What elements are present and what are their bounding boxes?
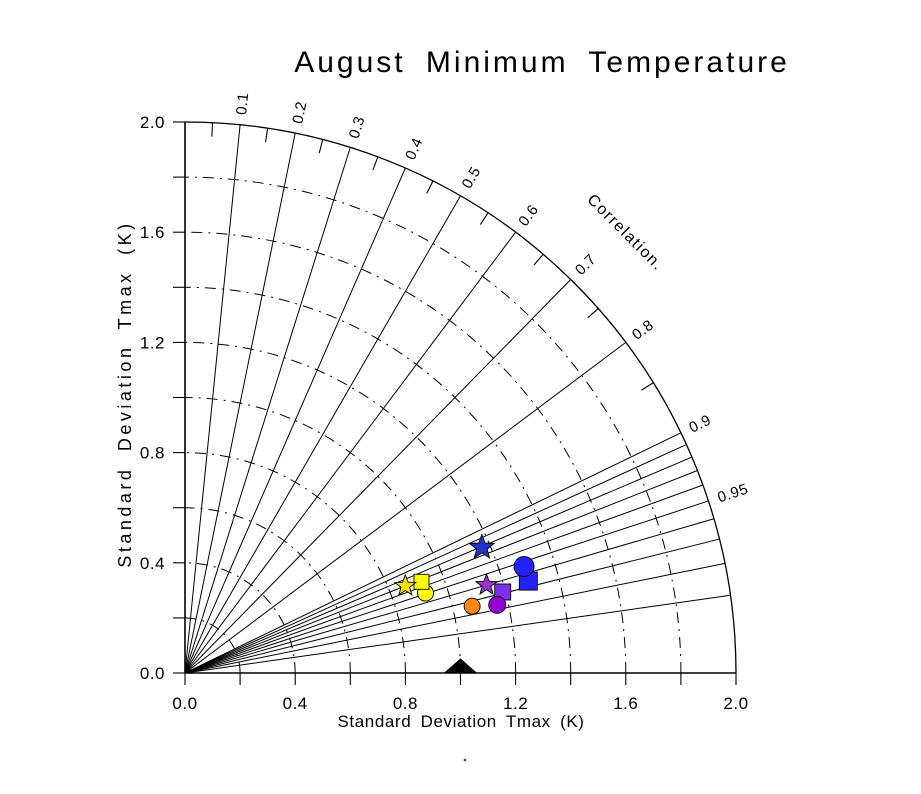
correlation-tick-label: 0.5 — [459, 164, 485, 192]
correlation-line — [184, 147, 351, 674]
correlation-tick-label: 0.2 — [289, 100, 310, 125]
correlation-line — [184, 518, 715, 674]
stray-period-dot — [463, 758, 467, 762]
correlation-line — [184, 456, 693, 674]
correlation-tick-label: 0.7 — [572, 251, 600, 279]
std-dev-arc — [184, 507, 351, 674]
correlation-tick-label: 0.4 — [402, 135, 427, 162]
correlation-line — [184, 538, 720, 674]
std-dev-arc — [184, 341, 517, 674]
correlation-tick-label: 0.6 — [515, 202, 542, 230]
purple-circle — [488, 595, 507, 614]
correlation-line — [184, 167, 406, 674]
correlation-minor-tick — [211, 122, 214, 137]
correlation-tick-label: 0.8 — [629, 317, 657, 344]
correlation-minor-tick — [533, 253, 544, 266]
correlation-line — [184, 231, 516, 674]
y-tick-label: 2.0 — [140, 113, 165, 132]
x-tick-label: 1.6 — [613, 694, 638, 713]
correlation-line — [184, 444, 687, 674]
y-axis-label: Standard Deviation Tmax (K) — [115, 220, 135, 567]
blue-circle — [513, 556, 535, 577]
y-tick-label: 1.2 — [140, 333, 165, 352]
x-tick-label: 1.2 — [503, 694, 528, 713]
data-markers — [393, 533, 538, 674]
correlation-line — [184, 470, 698, 674]
yellow-star — [393, 573, 418, 596]
y-tick-label: 0.8 — [140, 444, 165, 463]
orange-circle — [463, 597, 481, 615]
x-tick-label: 0.4 — [283, 694, 308, 713]
correlation-minor-tick — [372, 156, 379, 171]
correlation-line — [184, 594, 731, 674]
x-tick-label: 0.0 — [172, 694, 197, 713]
blue-star — [468, 533, 496, 559]
y-tick-label: 0.4 — [140, 554, 165, 573]
correlation-line — [184, 484, 704, 674]
std-dev-arc — [184, 231, 627, 674]
chart-title: August Minimum Temperature — [294, 46, 790, 79]
correlation-line — [184, 133, 296, 674]
std-dev-arc — [184, 397, 461, 674]
correlation-tick-label: 0.1 — [233, 92, 252, 116]
correlation-minor-tick — [587, 308, 599, 319]
correlation-tick-label: 0.95 — [715, 480, 750, 506]
correlation-line — [184, 500, 709, 674]
correlation-line — [184, 124, 241, 674]
correlation-minor-tick — [318, 139, 324, 154]
y-tick-label: 1.6 — [140, 223, 165, 242]
x-tick-label: 0.8 — [393, 694, 418, 713]
x-axis-label: Standard Deviation Tmax (K) — [337, 712, 584, 731]
correlation-line — [184, 279, 572, 674]
y-tick-label: 0.0 — [140, 664, 165, 683]
correlation-tick-label: 0.9 — [686, 412, 714, 437]
polar-grid: 0.1 0.2 0.3 0.4 0.5 0.6 0.7 0.8 0.9 0.95 0.0 0.0 0.4… — [140, 92, 751, 713]
std-dev-arc — [184, 176, 682, 674]
reference-triangle — [443, 658, 478, 674]
correlation-minor-tick — [641, 382, 654, 391]
yellow-square — [413, 573, 430, 590]
std-dev-arc — [184, 617, 241, 674]
correlation-tick-label: 0.3 — [346, 114, 369, 140]
correlation-line — [184, 562, 726, 674]
outer-boundary-arc — [184, 121, 737, 674]
correlation-line — [184, 195, 461, 674]
correlation-line — [184, 432, 682, 674]
correlation-minor-tick — [426, 180, 434, 194]
correlation-minor-tick — [479, 212, 489, 225]
correlation-line — [184, 341, 627, 674]
purple-star — [474, 572, 499, 596]
correlation-minor-tick — [265, 128, 269, 143]
x-tick-label: 2.0 — [723, 694, 748, 713]
std-dev-arc — [184, 286, 572, 674]
